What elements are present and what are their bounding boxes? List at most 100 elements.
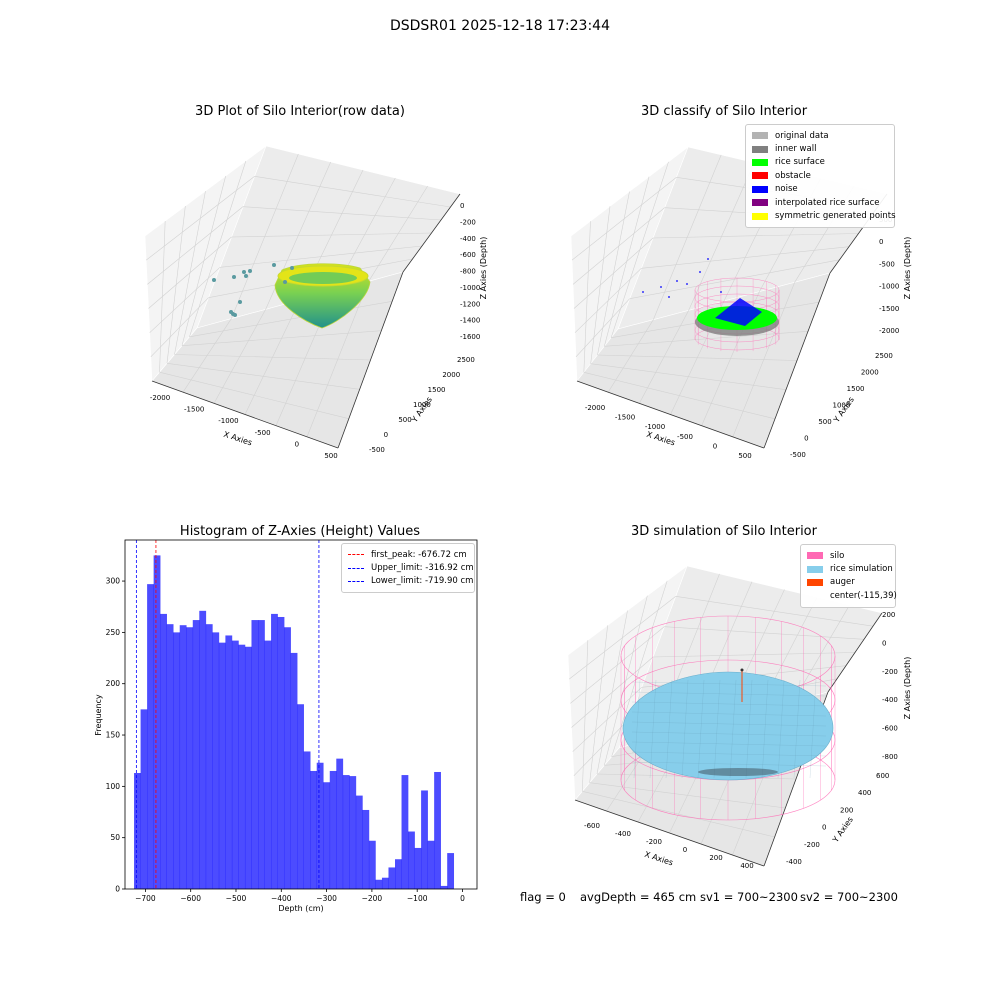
legend-swatch	[752, 145, 768, 153]
simulation-grid-line	[675, 596, 874, 627]
histogram-bar	[218, 642, 226, 889]
classify-legend-item: noise	[752, 183, 888, 196]
histogram-bar	[362, 809, 370, 889]
raw-y-tick-label: -500	[369, 446, 385, 454]
histogram-legend-item: Upper_limit: -316.92 cm	[348, 561, 474, 574]
raw-panel-title: 3D Plot of Silo Interior(row data)	[195, 104, 405, 119]
raw-scatter-point	[244, 274, 248, 278]
simulation-mesh-line	[697, 679, 705, 779]
simulation-z-tick-label: 0	[882, 639, 886, 647]
raw-z-tick-label: 0	[460, 202, 464, 210]
histogram-bar	[381, 877, 389, 889]
classify-z-tick-label: -1500	[879, 305, 899, 313]
histogram-bar	[186, 627, 194, 889]
raw-y-tick-label: 0	[384, 431, 388, 439]
legend-swatch	[807, 592, 823, 599]
histogram-bar	[440, 885, 448, 889]
simulation-z-tick-label: -800	[882, 753, 898, 761]
simulation-mesh-line	[631, 751, 827, 757]
legend-label: Lower_limit: -719.90 cm	[371, 576, 474, 587]
simulation-grid-line	[568, 596, 676, 680]
footer-flag: flag = 0	[520, 890, 566, 904]
histogram-bar	[166, 624, 174, 889]
simulation-legend-item: silo	[807, 549, 889, 562]
classify-y-tick-label: 1000	[833, 402, 851, 410]
histogram-x-tick-label: −100	[407, 894, 428, 903]
histogram-bar	[297, 704, 304, 889]
histogram-bar	[153, 555, 161, 889]
classify-noise-point	[720, 291, 722, 293]
raw-surface-inner	[289, 272, 357, 284]
histogram-bar	[244, 646, 252, 889]
classify-y-axis-line	[763, 272, 831, 449]
histogram-bar	[290, 652, 298, 889]
simulation-mesh-line	[665, 679, 673, 779]
simulation-mesh-line	[631, 761, 827, 767]
classify-x-tick-label: -2000	[585, 404, 605, 412]
histogram-bar	[238, 644, 246, 889]
simulation-y-tick-label: 400	[858, 789, 871, 797]
classify-z-tick-label: -2000	[879, 327, 899, 335]
histogram-bar	[264, 640, 272, 889]
simulation-legend: silo rice simulation auger center(-115,39)	[800, 544, 897, 608]
histogram-bar	[395, 859, 402, 889]
simulation-z-tick-label: 200	[882, 611, 895, 619]
raw-scatter-point	[238, 300, 242, 304]
classify-y-tick-label: 500	[818, 418, 831, 426]
histogram-bar	[421, 790, 428, 889]
histogram-x-tick-label: −600	[180, 894, 201, 903]
legend-swatch	[752, 132, 768, 140]
histogram-bar	[342, 775, 350, 889]
classify-noise-point	[642, 291, 644, 293]
histogram-bar	[134, 773, 141, 889]
raw-y-tick-label: 1000	[413, 401, 431, 409]
figure-suptitle: DSDSR01 2025-12-18 17:23:44	[389, 18, 610, 34]
classify-legend-item: original data	[752, 129, 888, 142]
raw-x-tick-label: 500	[324, 452, 337, 460]
legend-swatch	[807, 565, 823, 573]
histogram-bar	[316, 762, 324, 889]
classify-legend-item: interpolated rice surface	[752, 196, 888, 209]
histogram-frame	[124, 539, 478, 890]
simulation-x-tick-label: 400	[740, 862, 753, 870]
raw-scatter-point	[283, 280, 287, 284]
legend-label: center(-115,39)	[830, 590, 897, 601]
legend-swatch	[752, 212, 768, 220]
histogram-panel: −700 −600 −500 −400 −300 −200 −100 0 0 50 100 150 20…	[94, 539, 478, 913]
legend-label: silo	[830, 550, 845, 561]
histogram-bar	[277, 616, 285, 889]
legend-label: first_peak: -676.72 cm	[371, 549, 467, 560]
simulation-z-tick-label: -600	[882, 725, 898, 733]
simulation-mesh-line	[631, 741, 827, 747]
simulation-mesh-line	[633, 679, 641, 779]
footer-sv2: sv2 = 700~2300	[800, 890, 898, 904]
classify-noise-point	[676, 280, 678, 282]
histogram-bar	[192, 620, 200, 889]
raw-x-axis-line	[151, 380, 339, 449]
simulation-mesh-line	[761, 679, 769, 779]
simulation-mesh-line	[713, 679, 721, 779]
legend-line-sample	[348, 580, 364, 582]
simulation-y-axis-label: Y Axies	[830, 815, 855, 845]
raw-grid-line	[145, 176, 255, 261]
histogram-bar	[258, 620, 265, 889]
histogram-bar	[225, 635, 233, 889]
legend-label: Upper_limit: -316.92 cm	[371, 563, 474, 574]
classify-noise-point	[686, 283, 688, 285]
simulation-mesh-line	[649, 679, 657, 779]
raw-z-tick-label: -400	[460, 235, 476, 243]
histogram-bar	[212, 632, 220, 889]
classify-x-axis-label: X Axies	[645, 430, 676, 448]
legend-line-sample	[348, 567, 364, 569]
classify-legend-item: symmetric generated points	[752, 209, 896, 222]
legend-label: noise	[775, 184, 798, 195]
simulation-z-tick-label: -200	[882, 668, 898, 676]
raw-y-axis-label: Y Axies	[409, 395, 434, 425]
raw-scatter-point	[232, 275, 236, 279]
legend-swatch	[807, 552, 823, 560]
raw-x-axis-label: X Axies	[222, 430, 253, 448]
classify-x-tick-label: 500	[738, 452, 751, 460]
classify-noise-point	[660, 286, 662, 288]
histogram-bar	[271, 613, 278, 889]
legend-swatch	[752, 199, 768, 207]
